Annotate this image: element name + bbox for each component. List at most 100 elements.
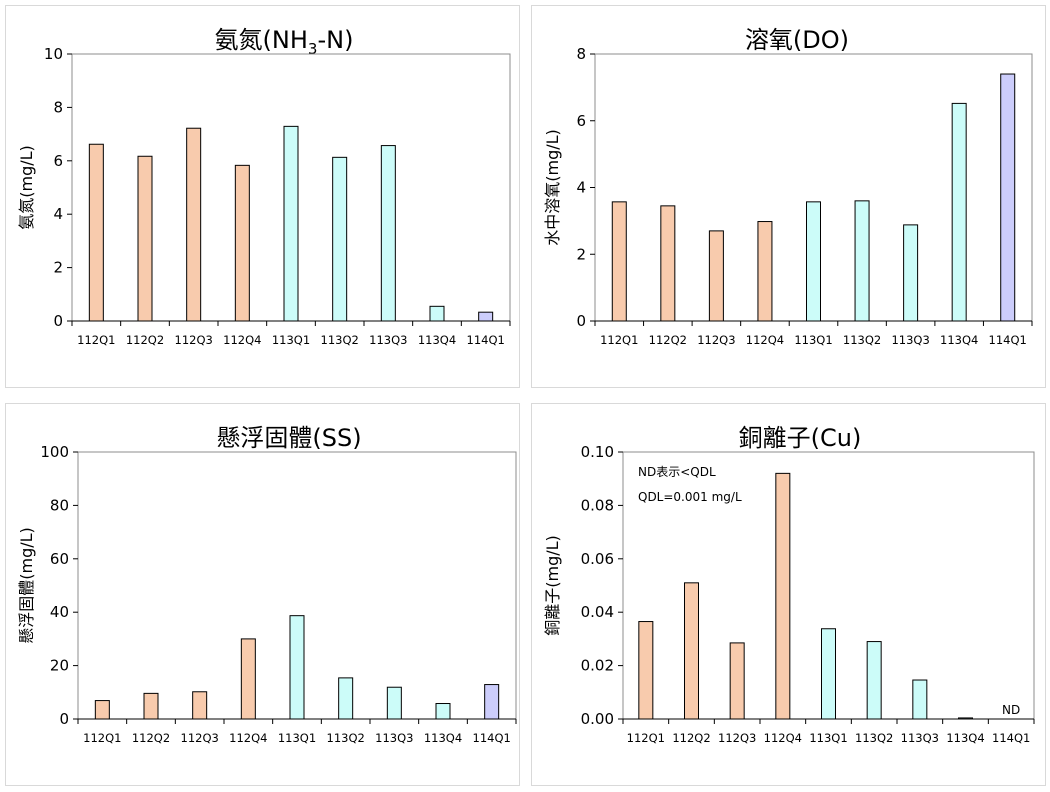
chart-note: ND表示<QDL xyxy=(638,465,716,479)
x-tick-label: 113Q3 xyxy=(901,731,939,745)
x-tick-label: 113Q3 xyxy=(891,333,929,347)
y-tick-label: 0 xyxy=(53,312,63,330)
x-tick-label: 113Q3 xyxy=(375,731,413,745)
bar xyxy=(289,615,305,720)
x-tick-label: 112Q2 xyxy=(132,731,170,745)
x-tick-label: 113Q2 xyxy=(843,333,881,347)
bar xyxy=(186,127,202,322)
x-tick-label: 113Q1 xyxy=(272,333,310,347)
y-tick-label: 2 xyxy=(53,259,63,277)
chart-ammonia-svg: 氨氮(NH3-N) 0 2 4 6 8 10 氨氮(mg/L) 112Q1 112Q2 112Q3 1… xyxy=(17,26,511,347)
bar xyxy=(903,224,919,322)
y-tick-label: 0 xyxy=(576,312,586,330)
x-tick-label: 113Q1 xyxy=(809,731,847,745)
bar xyxy=(757,221,773,322)
y-axis-label: 銅離子(mg/L) xyxy=(543,535,562,636)
y-tick-label: 4 xyxy=(576,179,586,197)
chart-dissolved-oxygen: 溶氧(DO) 0 2 4 6 8 水中溶氧(mg/L) 112Q1 112Q2 112Q3 112Q… xyxy=(531,5,1046,388)
chart-note: QDL=0.001 mg/L xyxy=(638,490,742,504)
chart-title-subscript: 3 xyxy=(308,40,318,58)
x-tick-label: 112Q2 xyxy=(649,333,687,347)
x-tick-label: 112Q1 xyxy=(83,731,121,745)
bar xyxy=(429,305,445,322)
bar xyxy=(137,155,153,322)
bar xyxy=(192,691,208,720)
x-tick-label: 112Q3 xyxy=(175,333,213,347)
chart-title: 銅離子(Cu) xyxy=(739,424,862,452)
x-tick-label: 112Q3 xyxy=(697,333,735,347)
x-tick-label: 112Q1 xyxy=(627,731,665,745)
y-axis-label: 氨氮(mg/L) xyxy=(17,145,36,230)
x-tick-label: 113Q2 xyxy=(855,731,893,745)
bar xyxy=(729,642,745,720)
chart-copper: 銅離子(Cu) 0.00 0.02 0.04 0.06 0.08 0.10 銅離子(mg/L)… xyxy=(531,403,1046,786)
x-tick-label: 112Q4 xyxy=(229,731,267,745)
bar xyxy=(708,230,724,322)
y-tick-label: 0 xyxy=(59,710,69,728)
bar xyxy=(1000,73,1016,322)
bar xyxy=(283,125,299,322)
bar-value-label: ND xyxy=(1002,703,1020,717)
x-tick-label: 113Q4 xyxy=(946,731,984,745)
x-tick-label: 113Q4 xyxy=(418,333,456,347)
y-tick-label: 0.06 xyxy=(581,550,614,568)
x-tick-label: 114Q1 xyxy=(992,731,1030,745)
x-tick-label: 112Q2 xyxy=(672,731,710,745)
y-tick-label: 0.08 xyxy=(581,496,614,514)
x-tick-label: 112Q4 xyxy=(764,731,802,745)
bar xyxy=(332,156,348,322)
bar xyxy=(484,684,500,720)
y-tick-label: 100 xyxy=(40,443,69,461)
bar xyxy=(386,686,402,720)
y-tick-label: 6 xyxy=(576,112,586,130)
y-tick-label: 60 xyxy=(50,550,69,568)
x-tick-label: 112Q4 xyxy=(746,333,784,347)
chart-copper-svg: 銅離子(Cu) 0.00 0.02 0.04 0.06 0.08 0.10 銅離子(mg/L)… xyxy=(543,424,1035,745)
bar xyxy=(958,717,973,720)
bar xyxy=(821,628,836,720)
y-tick-label: 8 xyxy=(576,45,586,63)
chart-title-main: 氨氮(NH xyxy=(215,26,308,54)
bar xyxy=(143,692,159,720)
bar xyxy=(478,311,494,322)
bar xyxy=(912,679,928,720)
x-tick-label: 112Q1 xyxy=(77,333,115,347)
bar xyxy=(854,200,870,322)
chart-title: 懸浮固體(SS) xyxy=(216,424,361,452)
x-tick-label: 113Q2 xyxy=(327,731,365,745)
bar xyxy=(866,641,882,720)
y-tick-label: 40 xyxy=(50,603,69,621)
y-axis-label: 懸浮固體(mg/L) xyxy=(17,527,36,644)
y-tick-label: 20 xyxy=(50,657,69,675)
bar xyxy=(88,143,104,322)
x-tick-label: 113Q4 xyxy=(940,333,978,347)
chart-title: 溶氧(DO) xyxy=(745,26,849,54)
bar xyxy=(660,205,676,322)
bar xyxy=(338,677,354,720)
chart-suspended-solids-svg: 懸浮固體(SS) 0 20 40 60 80 100 懸浮固體(mg/L) 112Q1 112Q2… xyxy=(17,424,517,745)
y-tick-label: 80 xyxy=(50,496,69,514)
y-tick-label: 10 xyxy=(44,45,63,63)
x-tick-label: 112Q1 xyxy=(600,333,638,347)
x-tick-label: 113Q1 xyxy=(278,731,316,745)
x-tick-label: 112Q3 xyxy=(718,731,756,745)
x-tick-label: 113Q1 xyxy=(794,333,832,347)
x-tick-label: 112Q4 xyxy=(223,333,261,347)
x-tick-label: 114Q1 xyxy=(467,333,505,347)
x-tick-label: 114Q1 xyxy=(989,333,1027,347)
chart-suspended-solids: 懸浮固體(SS) 0 20 40 60 80 100 懸浮固體(mg/L) 112Q1 112Q2… xyxy=(5,403,520,786)
bar xyxy=(240,638,256,720)
y-tick-label: 6 xyxy=(53,152,63,170)
bar xyxy=(234,164,250,322)
x-tick-label: 112Q2 xyxy=(126,333,164,347)
chart-dissolved-oxygen-svg: 溶氧(DO) 0 2 4 6 8 水中溶氧(mg/L) 112Q1 112Q2 112Q3 112Q… xyxy=(543,26,1033,347)
bar xyxy=(380,145,396,322)
bar xyxy=(638,621,654,720)
x-tick-label: 113Q2 xyxy=(321,333,359,347)
chart-ammonia: 氨氮(NH3-N) 0 2 4 6 8 10 氨氮(mg/L) 112Q1 112Q2 112Q3 1… xyxy=(5,5,520,388)
bar xyxy=(435,703,451,720)
x-tick-label: 114Q1 xyxy=(473,731,511,745)
x-tick-label: 113Q4 xyxy=(424,731,462,745)
bar xyxy=(611,201,627,322)
bar xyxy=(806,201,821,322)
